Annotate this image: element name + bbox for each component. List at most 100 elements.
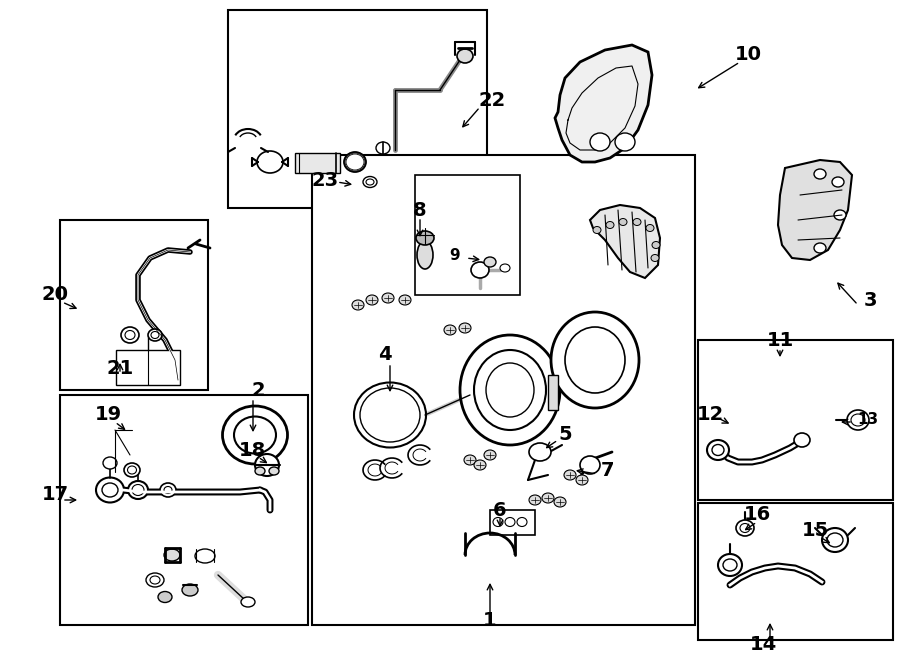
Text: 9: 9 bbox=[450, 247, 460, 262]
Ellipse shape bbox=[257, 151, 283, 173]
Text: 22: 22 bbox=[479, 91, 506, 110]
Bar bbox=[116, 350, 180, 385]
Ellipse shape bbox=[269, 467, 279, 475]
Ellipse shape bbox=[121, 327, 139, 343]
Ellipse shape bbox=[565, 327, 625, 393]
Text: 23: 23 bbox=[311, 171, 338, 190]
Ellipse shape bbox=[551, 312, 639, 408]
Ellipse shape bbox=[96, 477, 124, 502]
Ellipse shape bbox=[493, 518, 503, 527]
Ellipse shape bbox=[417, 241, 433, 269]
Ellipse shape bbox=[158, 592, 172, 602]
Bar bbox=[295, 153, 340, 173]
Bar bbox=[60, 220, 208, 390]
Ellipse shape bbox=[128, 481, 148, 499]
Ellipse shape bbox=[363, 176, 377, 188]
Ellipse shape bbox=[222, 406, 287, 464]
Ellipse shape bbox=[529, 443, 551, 461]
Ellipse shape bbox=[416, 231, 434, 245]
Ellipse shape bbox=[652, 241, 660, 249]
Ellipse shape bbox=[366, 295, 378, 305]
Text: 20: 20 bbox=[41, 286, 68, 305]
Ellipse shape bbox=[529, 495, 541, 505]
Bar bbox=[490, 510, 535, 535]
Ellipse shape bbox=[814, 243, 826, 253]
Ellipse shape bbox=[851, 414, 865, 426]
Ellipse shape bbox=[827, 533, 843, 547]
Ellipse shape bbox=[832, 177, 844, 187]
Ellipse shape bbox=[822, 528, 848, 552]
Bar bbox=[698, 503, 893, 640]
Ellipse shape bbox=[500, 264, 510, 272]
Ellipse shape bbox=[102, 483, 118, 497]
Ellipse shape bbox=[633, 219, 641, 225]
Ellipse shape bbox=[736, 520, 754, 536]
Ellipse shape bbox=[103, 457, 117, 469]
Ellipse shape bbox=[576, 475, 588, 485]
Text: 21: 21 bbox=[106, 358, 133, 377]
Ellipse shape bbox=[471, 262, 489, 278]
Ellipse shape bbox=[125, 330, 135, 340]
Ellipse shape bbox=[718, 554, 742, 576]
Text: 8: 8 bbox=[413, 200, 427, 219]
Text: 7: 7 bbox=[601, 461, 615, 479]
Text: 15: 15 bbox=[801, 520, 829, 539]
Ellipse shape bbox=[554, 497, 566, 507]
Text: 17: 17 bbox=[41, 485, 68, 504]
Text: 11: 11 bbox=[767, 330, 794, 350]
Ellipse shape bbox=[814, 169, 826, 179]
Bar bbox=[698, 340, 893, 500]
Ellipse shape bbox=[124, 463, 140, 477]
Ellipse shape bbox=[255, 467, 265, 475]
Polygon shape bbox=[590, 205, 660, 278]
Text: 16: 16 bbox=[743, 506, 770, 524]
Ellipse shape bbox=[241, 597, 255, 607]
Ellipse shape bbox=[164, 486, 172, 494]
Ellipse shape bbox=[794, 433, 810, 447]
Ellipse shape bbox=[517, 518, 527, 527]
Ellipse shape bbox=[344, 152, 366, 172]
Ellipse shape bbox=[615, 133, 635, 151]
Polygon shape bbox=[778, 160, 852, 260]
Ellipse shape bbox=[847, 410, 869, 430]
Bar bbox=[312, 155, 695, 625]
Polygon shape bbox=[555, 45, 652, 162]
Ellipse shape bbox=[382, 293, 394, 303]
Ellipse shape bbox=[150, 576, 160, 584]
Ellipse shape bbox=[128, 466, 137, 474]
Ellipse shape bbox=[606, 221, 614, 229]
Text: 10: 10 bbox=[734, 46, 761, 65]
Ellipse shape bbox=[590, 133, 610, 151]
Ellipse shape bbox=[474, 460, 486, 470]
Text: 5: 5 bbox=[558, 426, 572, 444]
Ellipse shape bbox=[366, 179, 374, 185]
Ellipse shape bbox=[542, 493, 554, 503]
Ellipse shape bbox=[593, 227, 601, 233]
Ellipse shape bbox=[505, 518, 515, 527]
Bar bbox=[548, 375, 558, 410]
Ellipse shape bbox=[723, 559, 737, 571]
Ellipse shape bbox=[132, 485, 144, 496]
Ellipse shape bbox=[484, 450, 496, 460]
Ellipse shape bbox=[457, 49, 473, 63]
Ellipse shape bbox=[646, 225, 654, 231]
Text: 13: 13 bbox=[858, 412, 878, 428]
Ellipse shape bbox=[354, 383, 426, 447]
Ellipse shape bbox=[360, 388, 420, 442]
Ellipse shape bbox=[464, 455, 476, 465]
Ellipse shape bbox=[474, 350, 546, 430]
Ellipse shape bbox=[712, 444, 724, 455]
Ellipse shape bbox=[160, 483, 176, 497]
Ellipse shape bbox=[651, 254, 659, 262]
Ellipse shape bbox=[255, 454, 279, 476]
Bar bbox=[415, 175, 520, 295]
Ellipse shape bbox=[234, 416, 276, 453]
Ellipse shape bbox=[146, 573, 164, 587]
Ellipse shape bbox=[459, 323, 471, 333]
Ellipse shape bbox=[486, 363, 534, 417]
Bar bbox=[60, 395, 308, 625]
Ellipse shape bbox=[444, 325, 456, 335]
Text: 1: 1 bbox=[483, 611, 497, 629]
Ellipse shape bbox=[164, 549, 180, 561]
Text: 2: 2 bbox=[251, 381, 265, 399]
